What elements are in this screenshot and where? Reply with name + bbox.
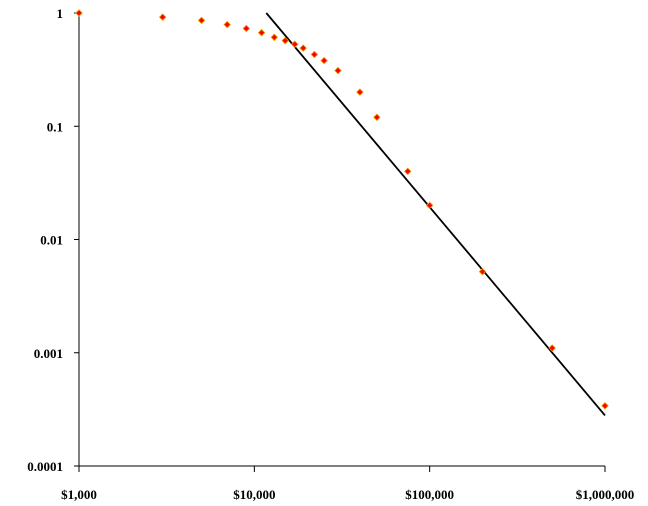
data-point <box>158 13 167 21</box>
data-point <box>601 402 609 410</box>
y-tick-label: 0.01 <box>40 233 63 248</box>
fit-line <box>265 12 606 416</box>
x-tick-label: $10,000 <box>233 487 275 502</box>
x-tick-label: $1,000,000 <box>576 487 635 502</box>
data-point <box>320 56 328 65</box>
data-point <box>242 24 251 33</box>
data-point <box>281 36 289 45</box>
data-point <box>270 33 279 42</box>
y-tick-label: 0.001 <box>34 346 63 361</box>
data-point <box>356 88 364 96</box>
data-points <box>75 9 609 410</box>
data-point <box>299 44 307 52</box>
y-tick-label: 1 <box>57 6 64 21</box>
data-point <box>197 16 206 25</box>
x-ticks: $1,000 $10,000 $100,000 $1,000,000 <box>61 466 634 502</box>
x-tick-label: $1,000 <box>61 487 97 502</box>
fit-line-layer <box>265 12 606 416</box>
data-point <box>310 50 319 59</box>
y-tick-label: 0.0001 <box>27 459 63 474</box>
data-point <box>334 66 342 75</box>
y-ticks: 1 0.1 0.01 0.001 0.0001 <box>27 6 79 474</box>
data-point <box>223 20 231 29</box>
data-point <box>478 267 487 276</box>
y-tick-label: 0.1 <box>47 119 63 134</box>
data-point <box>290 40 299 48</box>
data-point <box>548 344 556 352</box>
x-tick-label: $100,000 <box>405 487 454 502</box>
data-point <box>75 9 83 17</box>
data-point <box>257 28 266 37</box>
data-point <box>403 167 412 176</box>
data-point <box>373 113 381 122</box>
data-point <box>425 201 434 210</box>
